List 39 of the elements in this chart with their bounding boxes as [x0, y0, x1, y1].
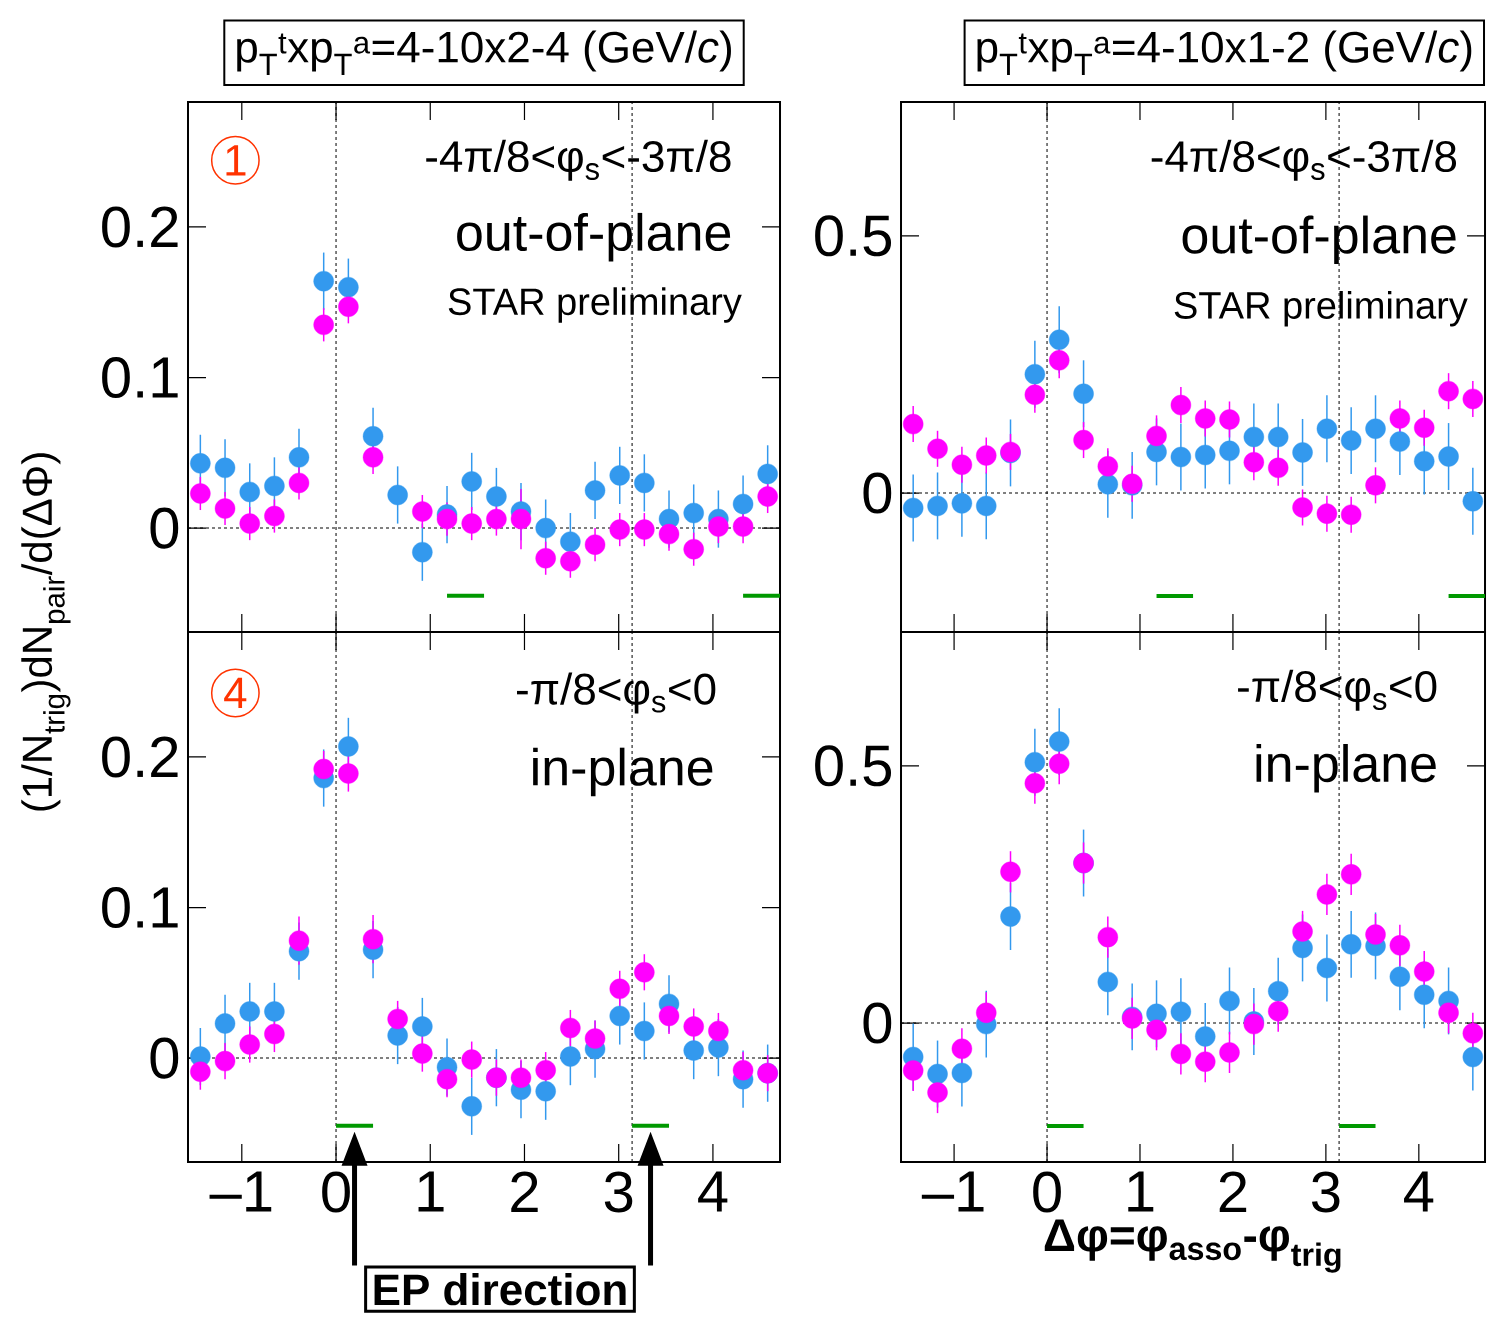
annotation: STAR preliminary [1174, 290, 1468, 327]
x-tick-label: 0 [1033, 1171, 1061, 1213]
x-tick-label: –1 [209, 1171, 272, 1212]
annotation: -π/8<φ$_{s}$<0 [517, 672, 716, 714]
annotation: out-of-plane [457, 212, 731, 262]
annotation: STAR preliminary [448, 287, 742, 323]
y-tick-label: 0.5 [815, 215, 892, 257]
y-tick-label: 0.2 [102, 736, 178, 778]
x-tick-label: 2 [1219, 1171, 1247, 1213]
x-tick-label: –1 [921, 1171, 984, 1212]
y-tick-label: 0 [863, 1002, 892, 1044]
x-tick-label: 2 [511, 1171, 538, 1213]
y-tick-label: 0 [863, 472, 892, 514]
y-axis-title: (1/N$_{trig}$)dN$_{pair}$/d(ΔΦ) [21, 453, 71, 811]
annotation: in-plane [533, 747, 713, 797]
x-tick-label: 4 [698, 1171, 728, 1212]
annotation: in-plane [1256, 743, 1436, 793]
y-tick-label: 0 [150, 507, 179, 549]
chart-title: p$_{T}$$^{t}$xp$_{T}$$^{a}$=4-10x2-4 (GeV/c) [237, 30, 731, 75]
y-tick-label: 0 [150, 1037, 179, 1079]
x-tick-label: 3 [604, 1171, 633, 1213]
annotation: -4π/8<φ$_{s}$<-3π/8 [1151, 139, 1457, 181]
text: Δφ=φ$_{asso}$-φ$_{trig}$ [1044, 1219, 1341, 1273]
y-tick-label: 0.1 [102, 357, 178, 399]
x-tick-label: 0 [322, 1171, 350, 1213]
y-tick-label: 0.2 [102, 206, 178, 248]
x-tick-label: 3 [1311, 1171, 1340, 1213]
x-tick-label: 1 [1128, 1171, 1154, 1212]
annotation: -4π/8<φ$_{s}$<-3π/8 [426, 139, 731, 181]
chart-title: p$_{T}$$^{t}$xp$_{T}$$^{a}$=4-10x1-2 (GeV/c) [977, 30, 1472, 75]
annotation: 4 [224, 677, 247, 709]
annotation: 1 [226, 145, 246, 176]
y-tick-label: 0.5 [815, 745, 892, 787]
text: EP direction [374, 1273, 626, 1306]
y-tick-label: 0.1 [102, 887, 178, 929]
x-tick-label: 1 [418, 1171, 444, 1212]
annotation: out-of-plane [1182, 215, 1456, 265]
x-tick-label: 4 [1404, 1171, 1434, 1212]
annotation: -π/8<φ$_{s}$<0 [1238, 669, 1437, 711]
